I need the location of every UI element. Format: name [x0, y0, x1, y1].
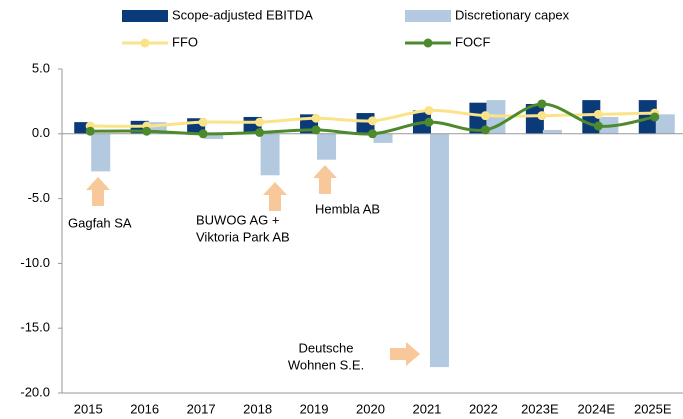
- legend-swatch: [405, 10, 451, 22]
- legend-label: FFO: [172, 34, 198, 49]
- annotation: Hembla AB: [315, 201, 380, 216]
- x-tick-label: 2017: [187, 401, 216, 416]
- marker: [480, 125, 490, 135]
- legend-marker: [423, 38, 433, 48]
- annotation-arrows: [86, 165, 420, 366]
- annotation: BUWOG AG +: [196, 212, 279, 227]
- marker: [537, 99, 547, 109]
- arrow: [86, 177, 110, 206]
- bar: [147, 122, 167, 134]
- marker: [368, 129, 377, 139]
- bar: [469, 102, 488, 134]
- x-tick-label: 2020: [356, 401, 385, 416]
- arrow: [390, 342, 420, 366]
- bar: [655, 114, 675, 134]
- y-tick-label: 0.0: [32, 125, 50, 140]
- x-tick-label: 2015: [74, 401, 103, 416]
- bar: [74, 122, 93, 134]
- bar: [542, 129, 562, 134]
- y-tick-label: -20.0: [20, 384, 50, 399]
- x-tick-label: 2019: [300, 401, 329, 416]
- marker: [480, 111, 490, 121]
- bar: [204, 133, 224, 139]
- legend-label: Discretionary capex: [455, 7, 570, 22]
- bar: [260, 133, 280, 176]
- annotation: Gagfah SA: [68, 215, 132, 230]
- arrow: [263, 182, 287, 211]
- bar: [429, 133, 449, 368]
- marker: [255, 117, 265, 127]
- marker: [311, 125, 321, 135]
- marker: [368, 116, 377, 126]
- bar: [91, 133, 111, 172]
- y-tick-label: -15.0: [20, 320, 50, 335]
- bar: [317, 133, 337, 160]
- marker: [142, 126, 152, 136]
- marker: [198, 117, 208, 127]
- y-tick-label: -5.0: [28, 190, 50, 205]
- bar: [373, 133, 393, 143]
- bar: [638, 100, 657, 134]
- legend-label: Scope-adjusted EBITDA: [172, 7, 313, 22]
- marker: [593, 121, 603, 131]
- marker: [255, 128, 265, 138]
- annotation: Deutsche: [299, 340, 354, 355]
- marker: [593, 109, 603, 119]
- legend-marker: [140, 38, 150, 48]
- marker: [424, 117, 434, 127]
- x-tick-label: 2023E: [521, 401, 559, 416]
- x-tick-label: 2018: [243, 401, 272, 416]
- x-tick-label: 2022: [469, 401, 498, 416]
- marker: [311, 113, 321, 123]
- x-tick-label: 2025E: [634, 401, 672, 416]
- y-tick-label: -10.0: [20, 255, 50, 270]
- x-tick-label: 2021: [412, 401, 441, 416]
- marker: [198, 129, 208, 139]
- annotation: Viktoria Park AB: [196, 229, 290, 244]
- annotation: Wohnen S.E.: [288, 357, 364, 372]
- marker: [424, 105, 434, 115]
- marker: [85, 126, 95, 136]
- arrow: [313, 165, 337, 194]
- legend-swatch: [122, 10, 168, 22]
- x-tick-label: 2024E: [578, 401, 616, 416]
- x-tick-label: 2016: [130, 401, 159, 416]
- bar: [525, 103, 544, 134]
- marker: [650, 112, 660, 122]
- y-tick-label: 5.0: [32, 60, 50, 75]
- marker: [537, 111, 547, 121]
- legend-label: FOCF: [455, 34, 490, 49]
